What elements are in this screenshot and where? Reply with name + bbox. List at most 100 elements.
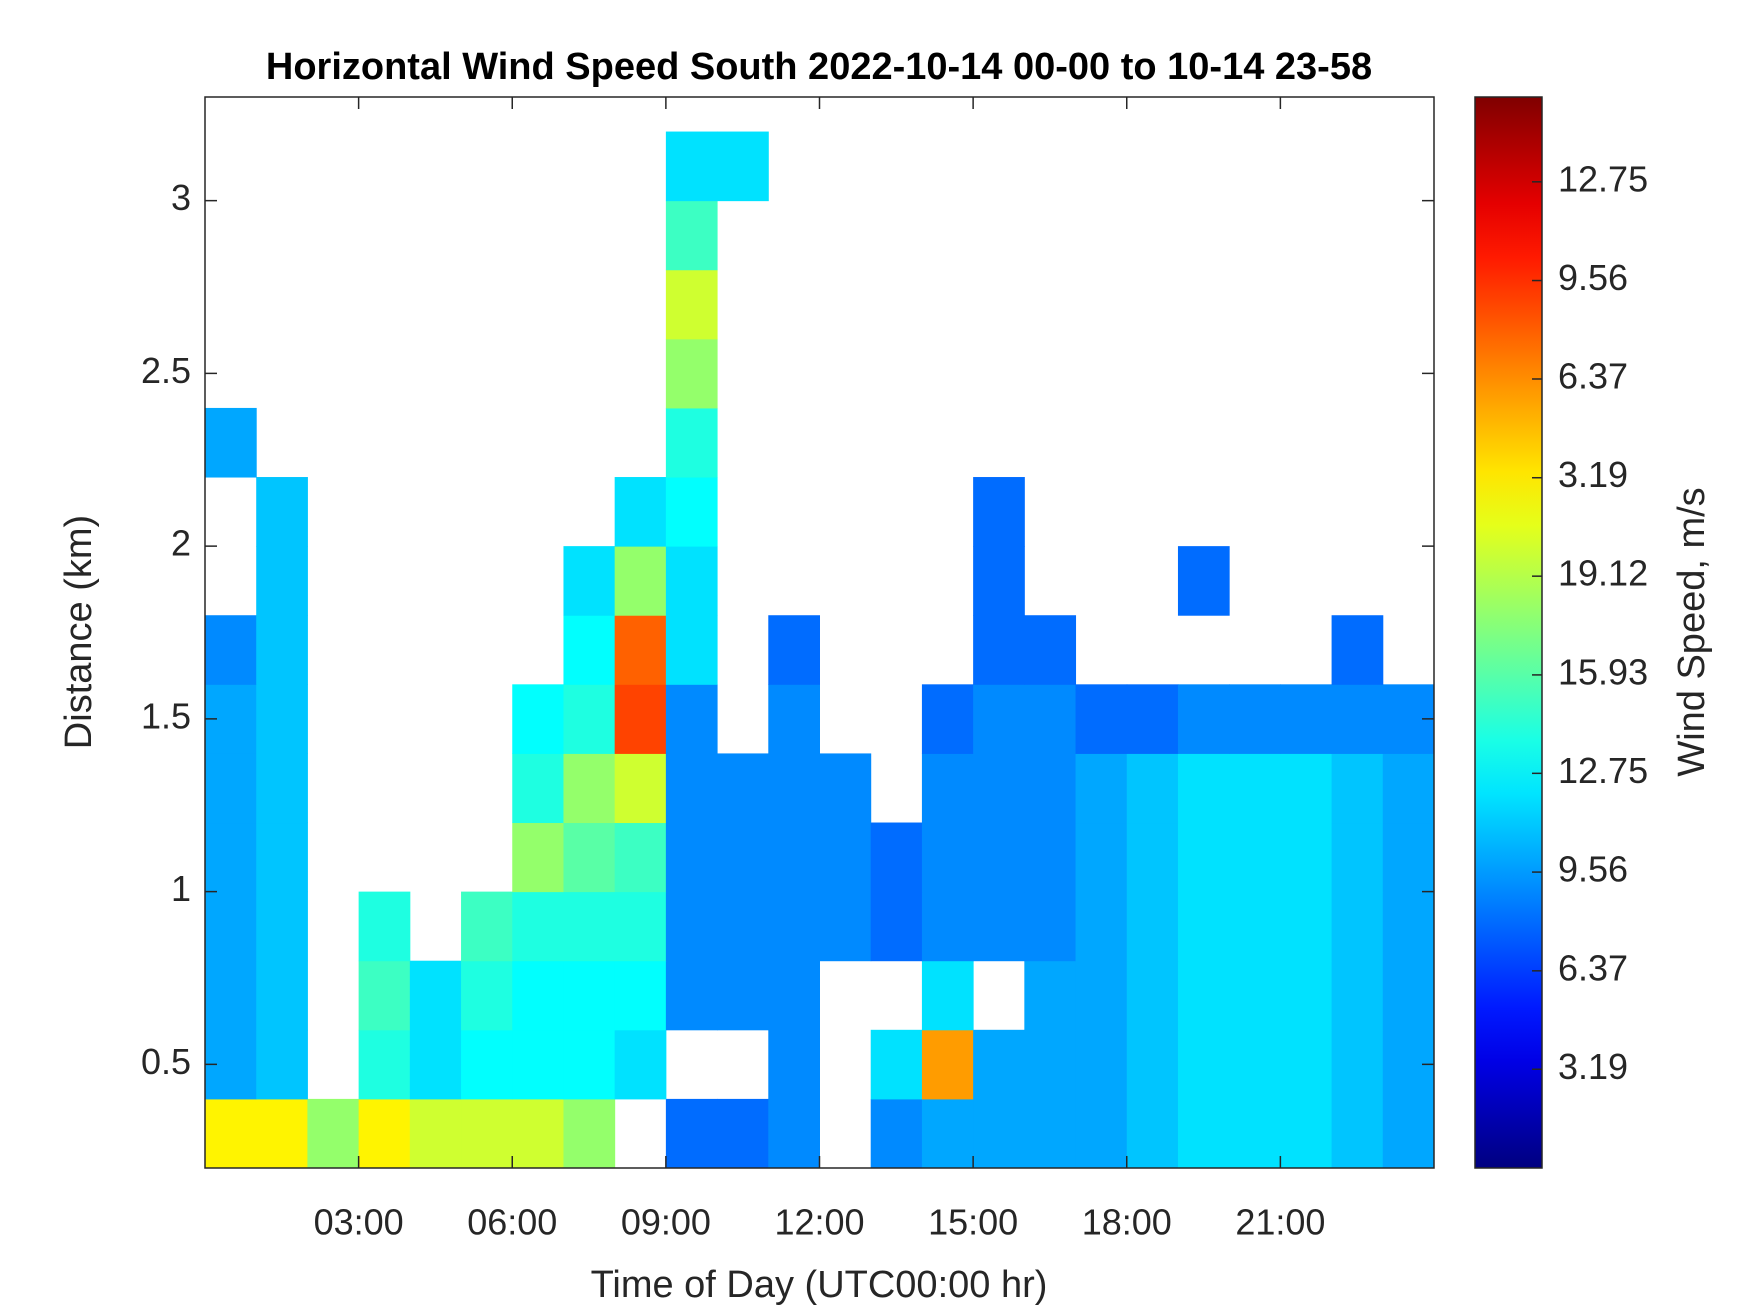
heatmap-cell bbox=[1280, 822, 1333, 893]
heatmap-cell bbox=[768, 615, 820, 685]
x-tick-label: 09:00 bbox=[621, 1202, 711, 1243]
y-tick-label: 1 bbox=[171, 868, 191, 909]
heatmap-cell bbox=[665, 684, 718, 754]
heatmap-cell bbox=[1229, 960, 1281, 1031]
heatmap-cell bbox=[1126, 822, 1179, 893]
heatmap-cell bbox=[1229, 684, 1281, 754]
heatmap-cell bbox=[256, 753, 308, 824]
heatmap-cell bbox=[973, 822, 1025, 893]
heatmap-cell bbox=[256, 822, 308, 893]
heatmap-cell bbox=[256, 1098, 308, 1169]
heatmap-cell bbox=[563, 684, 616, 754]
heatmap-cell bbox=[512, 960, 564, 1031]
heatmap-cell bbox=[973, 1098, 1025, 1169]
x-tick-label: 06:00 bbox=[467, 1202, 557, 1243]
heatmap-cell bbox=[1331, 1029, 1384, 1100]
heatmap-cell bbox=[1024, 615, 1077, 685]
x-tick-label: 15:00 bbox=[928, 1202, 1018, 1243]
heatmap-cell bbox=[256, 891, 308, 962]
colorbar-tick-label: 3.19 bbox=[1558, 454, 1628, 495]
heatmap-cell bbox=[1075, 822, 1128, 893]
heatmap-cell bbox=[358, 1098, 411, 1169]
heatmap-cell bbox=[1229, 822, 1281, 893]
heatmap-cell bbox=[1331, 822, 1384, 893]
heatmap-cell bbox=[512, 684, 564, 754]
heatmap-cell bbox=[358, 891, 411, 962]
y-tick-label: 2 bbox=[171, 523, 191, 564]
heatmap-cell bbox=[409, 960, 462, 1031]
heatmap-cell bbox=[717, 1098, 769, 1169]
heatmap-cell bbox=[1075, 891, 1128, 962]
heatmap-cell bbox=[768, 960, 820, 1031]
heatmap-cell bbox=[614, 546, 667, 616]
y-tick-label: 3 bbox=[171, 177, 191, 218]
heatmap-cell bbox=[1177, 753, 1230, 824]
colorbar-tick-label: 15.93 bbox=[1558, 651, 1648, 692]
heatmap-cell bbox=[1280, 960, 1333, 1031]
heatmap-cell bbox=[665, 822, 718, 893]
heatmap-cell bbox=[256, 1029, 308, 1100]
heatmap-cell bbox=[1331, 615, 1384, 685]
heatmap-cell bbox=[973, 891, 1025, 962]
heatmap-cell bbox=[563, 1029, 616, 1100]
heatmap-cell bbox=[512, 891, 564, 962]
heatmap-cell bbox=[1024, 822, 1077, 893]
heatmap-cell bbox=[1177, 960, 1230, 1031]
heatmap-cell bbox=[921, 753, 974, 824]
heatmap-cell bbox=[973, 753, 1025, 824]
heatmap-cell bbox=[1177, 822, 1230, 893]
heatmap-cell bbox=[1024, 684, 1077, 754]
heatmap-cell bbox=[1331, 1098, 1384, 1169]
heatmap-cell bbox=[563, 891, 616, 962]
heatmap-cell bbox=[1126, 753, 1179, 824]
heatmap-cell bbox=[717, 131, 769, 202]
heatmap-cell bbox=[1177, 1029, 1230, 1100]
heatmap-cell bbox=[665, 960, 718, 1031]
heatmap-cell bbox=[665, 753, 718, 824]
heatmap-cells bbox=[205, 131, 1435, 1169]
heatmap-cell bbox=[1177, 891, 1230, 962]
heatmap-cell bbox=[512, 1098, 564, 1169]
heatmap-cell bbox=[1177, 546, 1230, 616]
heatmap-cell bbox=[665, 891, 718, 962]
colorbar bbox=[1474, 96, 1543, 1169]
heatmap-cell bbox=[563, 960, 616, 1031]
heatmap-cell bbox=[1024, 891, 1077, 962]
heatmap-cell bbox=[1075, 1098, 1128, 1169]
heatmap-cell bbox=[1280, 753, 1333, 824]
colorbar-tick-label: 6.37 bbox=[1558, 947, 1628, 988]
heatmap-cell bbox=[307, 1098, 360, 1169]
heatmap-cell bbox=[1024, 1029, 1077, 1100]
heatmap-cell bbox=[973, 684, 1025, 754]
colorbar-label: Wind Speed, m/s bbox=[1671, 487, 1713, 776]
heatmap-cell bbox=[819, 822, 872, 893]
heatmap-cell bbox=[1177, 1098, 1230, 1169]
heatmap-cell bbox=[819, 891, 872, 962]
heatmap-cell bbox=[1126, 960, 1179, 1031]
heatmap-cell bbox=[717, 891, 769, 962]
heatmap-cell bbox=[768, 1029, 820, 1100]
heatmap-cell bbox=[768, 684, 820, 754]
heatmap-cell bbox=[205, 615, 257, 685]
heatmap-cell bbox=[205, 753, 257, 824]
heatmap-cell bbox=[768, 753, 820, 824]
heatmap-cell bbox=[921, 822, 974, 893]
heatmap-cell bbox=[1280, 684, 1333, 754]
heatmap-cell bbox=[665, 200, 718, 271]
heatmap-cell bbox=[717, 960, 769, 1031]
heatmap-cell bbox=[870, 1029, 923, 1100]
heatmap-cell bbox=[256, 477, 308, 547]
heatmap-cell bbox=[717, 753, 769, 824]
heatmap-cell bbox=[665, 477, 718, 547]
heatmap-cell bbox=[409, 1029, 462, 1100]
heatmap-cell bbox=[1024, 1098, 1077, 1169]
heatmap-cell bbox=[870, 1098, 923, 1169]
heatmap-cell bbox=[256, 684, 308, 754]
heatmap-cell bbox=[205, 960, 257, 1031]
heatmap-cell bbox=[768, 822, 820, 893]
heatmap-cell bbox=[614, 684, 667, 754]
heatmap-cell bbox=[665, 546, 718, 616]
heatmap-cell bbox=[409, 1098, 462, 1169]
colorbar-tick-label: 9.56 bbox=[1558, 849, 1628, 890]
heatmap-cell bbox=[665, 269, 718, 340]
